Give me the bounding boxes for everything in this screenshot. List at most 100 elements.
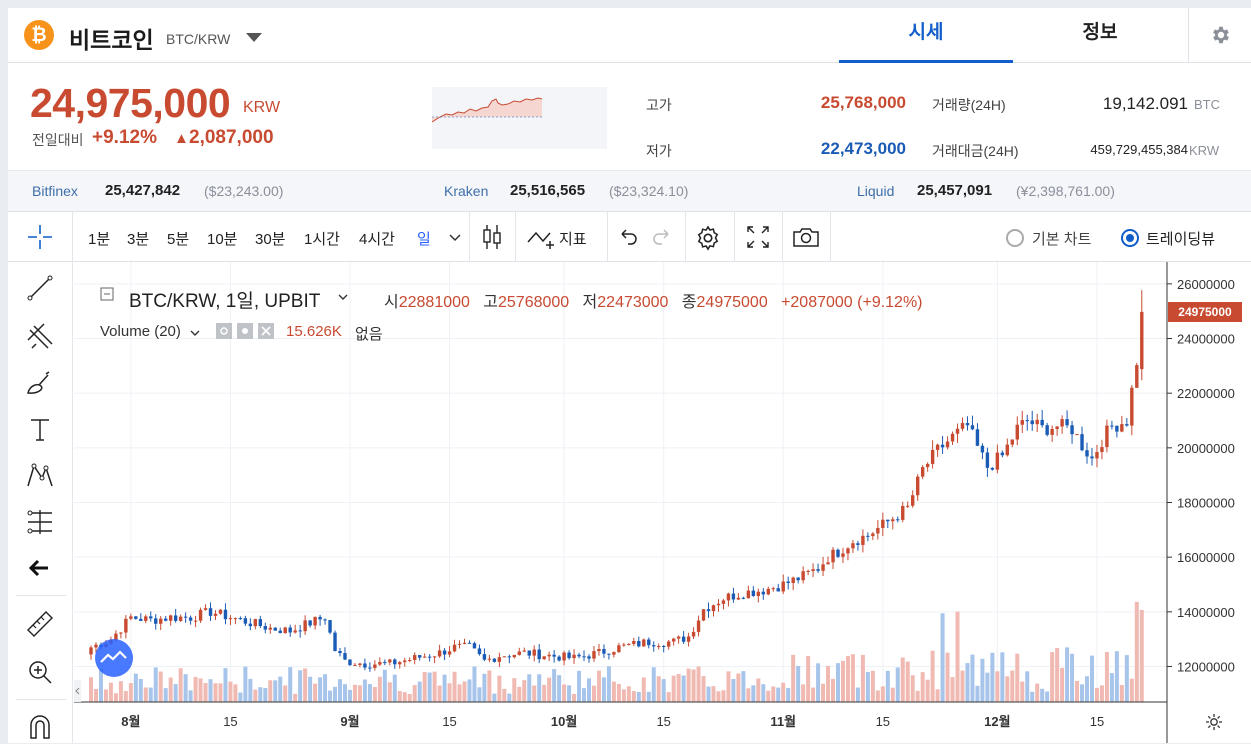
tradingview-logo-icon[interactable] — [95, 639, 133, 677]
volume-bar — [268, 680, 273, 702]
crosshair-tool[interactable] — [8, 212, 73, 262]
scroll-left-handle[interactable] — [74, 680, 81, 702]
symbol-dropdown-icon[interactable] — [337, 290, 349, 307]
volume-bar — [940, 613, 945, 702]
candle-body — [1085, 450, 1089, 457]
undo-icon[interactable] — [615, 222, 641, 252]
volume-bar — [218, 683, 223, 702]
volume-bar — [860, 654, 865, 702]
candle-body — [1065, 419, 1069, 426]
candle-body — [358, 663, 362, 665]
candle-body — [422, 656, 427, 658]
volume-bar — [437, 685, 442, 702]
pattern-tool-icon[interactable] — [22, 458, 58, 494]
interval-10m[interactable]: 10분 — [207, 231, 238, 248]
indicator-button[interactable]: 지표 — [559, 231, 587, 248]
coin-dropdown-icon[interactable] — [246, 33, 262, 42]
candle-body — [1125, 424, 1129, 426]
exchange-price-bar: Bitfinex 25,427,842 ($23,243.00) Kraken … — [8, 170, 1251, 212]
basic-chart-radio[interactable] — [1006, 229, 1024, 247]
candle-body — [517, 651, 521, 655]
volume-bar — [477, 687, 482, 702]
candle-body — [547, 654, 551, 657]
volume-unit: BTC — [1194, 97, 1220, 112]
settings-button[interactable] — [1188, 8, 1251, 63]
interval-1d[interactable]: 일 — [417, 231, 431, 248]
volume-bar — [721, 690, 726, 702]
candle-style-icon[interactable] — [479, 222, 505, 252]
candle-body — [666, 641, 671, 647]
volume-bar — [308, 676, 313, 702]
volume-bar — [103, 689, 108, 702]
volume-bar — [203, 683, 208, 702]
candle-body — [856, 543, 860, 545]
drawing-tools-sidebar — [8, 262, 73, 743]
magnet-icon[interactable] — [22, 708, 58, 744]
volume-legend-label[interactable]: Volume (20) — [100, 323, 181, 340]
basic-chart-label[interactable]: 기본 차트 — [1032, 231, 1092, 248]
tools-divider — [16, 699, 66, 700]
redo-icon[interactable] — [649, 222, 675, 252]
volume-bar — [821, 683, 826, 702]
trend-line-icon[interactable] — [22, 270, 58, 306]
candle-body — [1130, 387, 1134, 426]
interval-1h[interactable]: 1시간 — [304, 231, 340, 248]
candle-body — [756, 591, 761, 596]
interval-5m[interactable]: 5분 — [167, 231, 190, 248]
volume-bar — [850, 654, 855, 702]
volume-bar — [1050, 652, 1055, 702]
chart-settings-icon[interactable] — [694, 223, 722, 253]
interval-1m[interactable]: 1분 — [88, 231, 111, 248]
ruler-icon[interactable] — [22, 606, 58, 642]
candle-body — [945, 441, 950, 448]
price-chart[interactable]: 26000000 24000000 22000000 20000000 18000000… — [74, 262, 1251, 743]
tradingview-radio[interactable] — [1121, 229, 1139, 247]
text-tool-icon[interactable] — [22, 412, 58, 448]
toolbar-divider — [782, 212, 783, 262]
candle-body — [721, 600, 726, 604]
tab-info[interactable]: 정보 — [1082, 22, 1118, 43]
y-tick-label: 24000000 — [1177, 332, 1235, 347]
candle-body — [313, 616, 317, 626]
zoom-in-icon[interactable] — [22, 654, 58, 690]
indicator-icon[interactable] — [526, 222, 558, 252]
volume-bar — [761, 684, 766, 702]
interval-4h[interactable]: 4시간 — [359, 231, 395, 248]
candle-body — [343, 653, 347, 660]
candle-body — [293, 630, 297, 633]
volume-none-label: 없음 — [355, 326, 383, 343]
volume-bar — [587, 678, 591, 702]
volume-bar — [357, 685, 362, 702]
volume-bar — [1085, 676, 1089, 702]
volume-bar — [935, 689, 940, 702]
chart-symbol-title[interactable]: BTC/KRW, 1일, UPBIT — [129, 291, 321, 312]
volume-bar — [651, 667, 656, 702]
fullscreen-icon[interactable] — [744, 222, 772, 252]
volume-dropdown-icon[interactable] — [189, 326, 201, 343]
tradingview-label[interactable]: 트레이딩뷰 — [1146, 231, 1216, 248]
interval-3m[interactable]: 3분 — [127, 231, 150, 248]
volume-bar — [168, 677, 173, 702]
brush-icon[interactable] — [22, 366, 58, 402]
prediction-tool-icon[interactable] — [22, 504, 58, 540]
back-arrow-icon[interactable] — [22, 550, 58, 586]
interval-30m[interactable]: 30분 — [255, 231, 286, 248]
camera-icon[interactable] — [791, 222, 821, 252]
pitchfork-icon[interactable] — [22, 318, 58, 354]
candle-body — [1010, 439, 1014, 445]
volume-bar — [522, 680, 527, 702]
legend-collapse-icon[interactable] — [100, 287, 114, 305]
up-triangle-icon: ▲ — [174, 130, 189, 147]
candlestick-chart-svg[interactable]: 26000000 24000000 22000000 20000000 18000000… — [74, 262, 1251, 743]
volume-bar — [228, 681, 233, 702]
volume-bar — [402, 692, 407, 702]
axis-settings-icon[interactable] — [1206, 714, 1222, 730]
volume-bar — [482, 673, 487, 702]
y-tick-label: 16000000 — [1177, 550, 1235, 565]
volume-bar — [945, 652, 950, 702]
volume-bar — [143, 687, 148, 702]
tab-price[interactable]: 시세 — [839, 8, 1013, 63]
candle-body — [432, 656, 437, 658]
volume-bar — [258, 687, 263, 702]
interval-dropdown-icon[interactable] — [448, 231, 462, 245]
